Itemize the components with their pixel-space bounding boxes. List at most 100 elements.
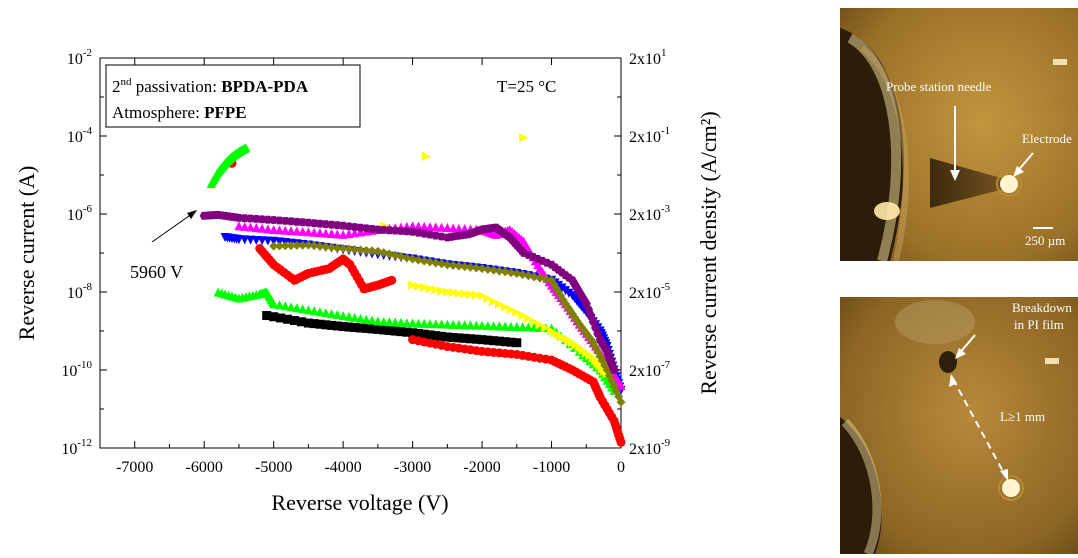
x-tick-label: 0 [617,459,625,476]
legend-line-1: 2nd passivation: BPDA-PDA [112,76,309,96]
data-point [494,336,504,346]
data-point [460,262,470,272]
data-point [454,333,464,343]
data-point [315,228,325,238]
data-point [251,223,261,233]
data-point [512,338,522,348]
data-point [338,322,348,332]
data-point [274,300,284,310]
data-point [379,325,389,335]
data-point [442,223,452,233]
data-point [298,240,308,250]
data-point [327,242,337,252]
data-point [483,264,493,274]
data-point [616,381,626,391]
data-point [396,251,406,261]
y-tick-label: 10-10 [61,359,92,380]
data-point [263,224,273,234]
data-point [234,221,244,231]
data-point [535,273,545,283]
scale-bar-label: 250 µm [1025,233,1066,248]
data-point [263,236,273,246]
data-point [506,305,516,315]
data-point [269,241,279,251]
data-point [535,320,545,330]
data-point [448,288,458,298]
data-point [448,223,458,233]
series-5 [380,133,612,379]
data-point [344,322,354,332]
data-point [431,285,441,295]
data-point [609,366,619,374]
data-point [518,322,528,332]
data-point [442,287,452,297]
microscope-photo-before: Probe station needle Electrode 250 µm [840,8,1078,261]
data-point [350,312,360,322]
y2-tick-label: 2x10-7 [629,359,671,380]
data-point [442,260,452,270]
data-point [379,316,389,326]
data-point [315,241,325,251]
data-point [269,299,279,309]
breakdown-label-line-1: Breakdown [1012,300,1072,315]
data-point [425,284,435,294]
x-tick-label: -5000 [255,459,292,476]
y2-tick-label: 2x10-3 [629,203,671,224]
legend-box [105,64,361,128]
data-point [286,241,296,251]
y2-tick-label: 2x10-9 [629,437,671,458]
data-point [332,310,342,320]
data-point [384,317,394,327]
data-point [373,316,383,326]
data-point [471,320,481,330]
probe-needle-label: Probe station needle [886,79,992,94]
y-tick-label: 10-6 [67,203,93,224]
data-point [280,241,290,251]
data-point [309,306,319,316]
distance-label: L≥1 mm [1000,409,1046,424]
x-tick-label: -1000 [533,459,570,476]
data-point [512,307,522,317]
data-point [292,303,302,313]
data-point [448,260,458,270]
data-point [373,324,383,334]
data-point [257,236,267,246]
data-point [581,299,591,308]
data-point [373,246,383,256]
data-point [431,331,441,341]
data-point [494,321,504,331]
data-point [489,296,499,306]
y-axis-ticks: 10-12 10-10 10-8 10-6 10-4 10-2 [61,47,107,458]
data-point [419,329,429,339]
data-point [402,327,412,337]
data-point [332,229,342,239]
data-point [500,267,510,277]
data-point [350,322,360,332]
x-tick-label: -4000 [324,459,361,476]
legend-line-2: Atmosphere: PFPE [112,103,247,122]
data-point [471,334,481,344]
data-point [367,324,377,334]
data-point [471,263,481,273]
data-point [321,308,331,318]
y2-axis-ticks: 2x10-9 2x10-7 2x10-5 2x10-3 2x10-1 2x101 [614,47,671,458]
data-point [338,244,348,254]
annotation-arrow [151,210,197,243]
data-point [269,312,279,322]
data-point [413,221,423,231]
data-point [321,320,331,330]
x-axis-label: Reverse voltage (V) [271,490,448,515]
data-point [390,250,400,260]
data-point [303,318,313,328]
data-point [309,319,319,329]
data-point [246,222,256,232]
data-point [465,262,475,272]
data-point [616,437,626,447]
data-point [506,337,516,347]
data-point [419,282,429,292]
data-point [262,310,272,320]
data-point [327,320,337,330]
y2-tick-label: 2x101 [629,47,667,68]
data-point [286,302,296,312]
series-7 [199,211,619,374]
